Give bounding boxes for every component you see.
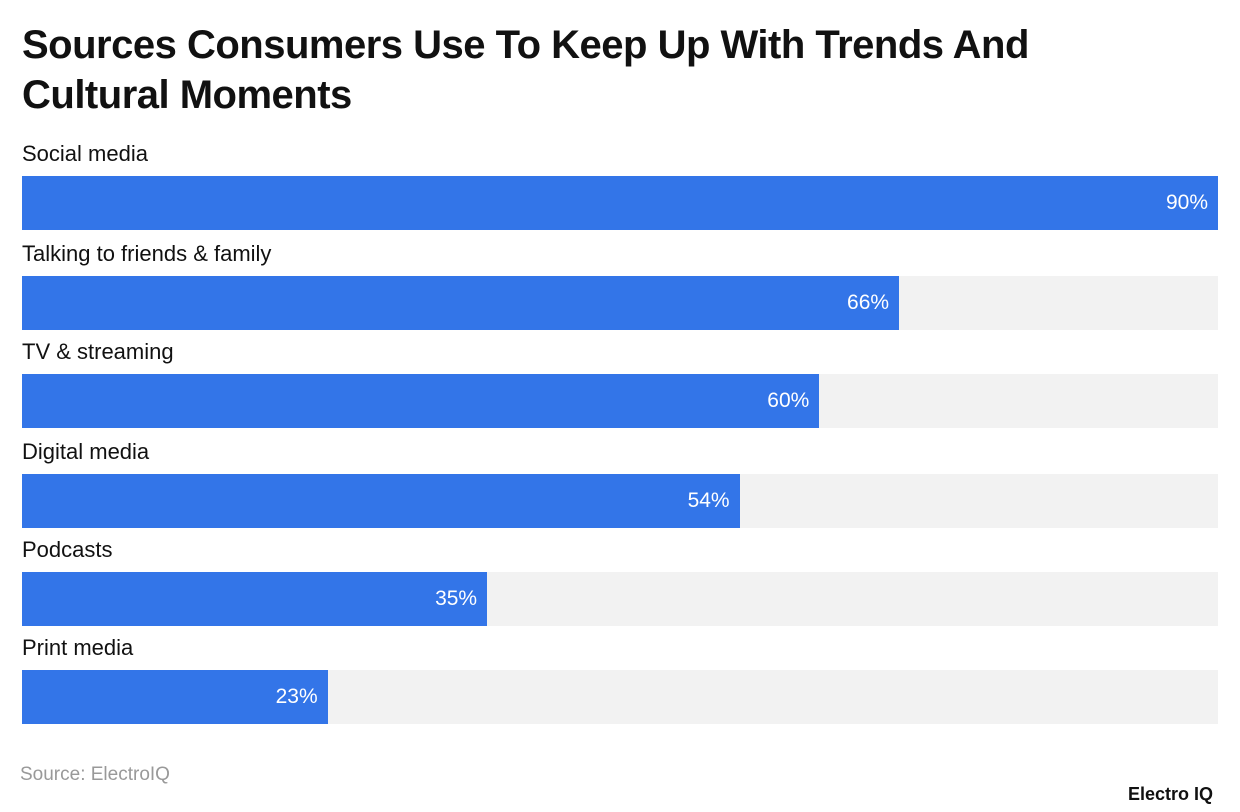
bar: 35% (22, 572, 488, 626)
bar-track: 35% (22, 572, 1218, 626)
value-label: 90% (1165, 191, 1208, 214)
value-label: 54% (687, 489, 730, 512)
brand-logo: Electro IQ (1128, 784, 1214, 804)
value-label: 35% (435, 587, 478, 610)
bar-track: 54% (22, 474, 1218, 528)
category-label: Digital media (22, 439, 150, 464)
bar: 23% (22, 670, 328, 724)
category-label: TV & streaming (22, 339, 174, 364)
source-note: Source: ElectroIQ (20, 764, 170, 785)
category-label: Talking to friends & family (22, 241, 272, 266)
category-label: Podcasts (22, 537, 113, 562)
value-label: 66% (847, 291, 890, 314)
bar: 60% (22, 374, 820, 428)
bar: 90% (22, 176, 1218, 230)
bar-track: 23% (22, 670, 1218, 724)
value-label: 60% (767, 389, 810, 412)
value-label: 23% (275, 685, 318, 708)
chart-title: Sources Consumers Use To Keep Up With Tr… (22, 23, 1029, 117)
bar: 66% (22, 276, 900, 330)
bar-track: 60% (22, 374, 1218, 428)
bar-track: 66% (22, 276, 1218, 330)
bar-track: 90% (22, 176, 1218, 230)
category-label: Social media (22, 141, 148, 166)
bar: 54% (22, 474, 740, 528)
category-label: Print media (22, 635, 134, 660)
